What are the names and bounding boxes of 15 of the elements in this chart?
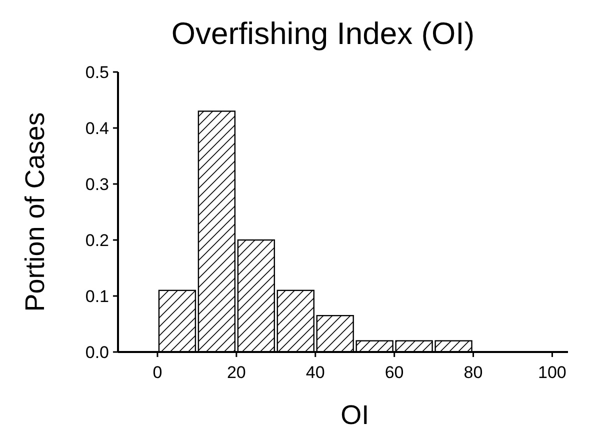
chart-title: Overfishing Index (OI)	[171, 16, 475, 51]
x-axis-title: OI	[340, 400, 370, 430]
x-tick-label: 80	[464, 363, 483, 382]
y-tick-label: 0.4	[85, 119, 109, 138]
y-tick-label: 0.1	[85, 287, 109, 306]
x-tick-label: 0	[152, 363, 162, 382]
x-tick-label: 20	[226, 363, 246, 382]
y-tick-label: 0.0	[85, 343, 109, 362]
y-tick-label: 0.5	[85, 63, 109, 82]
y-axis-title: Portion of Cases	[20, 112, 50, 312]
y-tick-label: 0.2	[85, 231, 109, 250]
x-tick-label: 40	[306, 363, 325, 382]
x-tick-label: 60	[384, 363, 404, 382]
y-tick-label: 0.3	[85, 175, 109, 194]
x-tick-label: 100	[538, 363, 566, 382]
